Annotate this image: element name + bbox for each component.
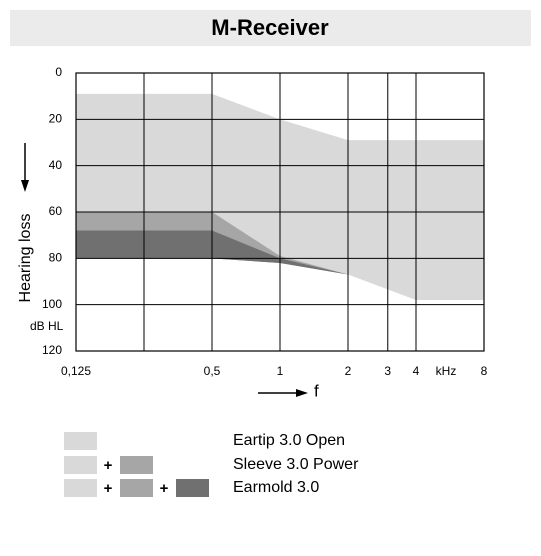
x-unit: kHz [436,364,457,378]
x-tick-label: 1 [277,364,284,378]
legend-swatch [120,479,153,497]
x-arrowhead [296,389,308,397]
legend-swatch [64,479,97,497]
x-tick-label: 8 [481,364,488,378]
y-tick-label: 80 [49,251,63,265]
x-tick-label: 0,125 [61,364,91,378]
x-axis-label: f [314,381,319,400]
x-tick-label: 0,5 [204,364,221,378]
legend-plus: + [104,457,113,474]
legend-swatch [64,432,97,450]
legend-plus: + [160,480,169,497]
legend-label: Sleeve 3.0 Power [233,456,359,473]
legend-label: Eartip 3.0 Open [233,432,345,449]
legend-swatch [176,479,209,497]
x-tick-label: 3 [384,364,391,378]
y-tick-label: 40 [49,158,63,172]
title-bar [10,10,531,46]
x-tick-label: 4 [413,364,420,378]
y-tick-label: 20 [49,112,63,126]
plot-frame [75,72,485,352]
y-unit: dB HL [30,319,64,333]
y-tick-label: 120 [42,343,62,357]
legend-swatch [120,456,153,474]
y-arrowhead [21,180,29,192]
y-tick-label: 100 [42,297,62,311]
legend-swatch [64,456,97,474]
chart-title: M-Receiver [211,15,329,40]
x-tick-label: 2 [345,364,352,378]
legend-plus: + [104,480,113,497]
legend-label: Earmold 3.0 [233,479,319,496]
y-tick-label: 0 [55,65,62,79]
y-tick-label: 60 [49,204,63,218]
y-axis-label: Hearing loss [17,214,34,303]
